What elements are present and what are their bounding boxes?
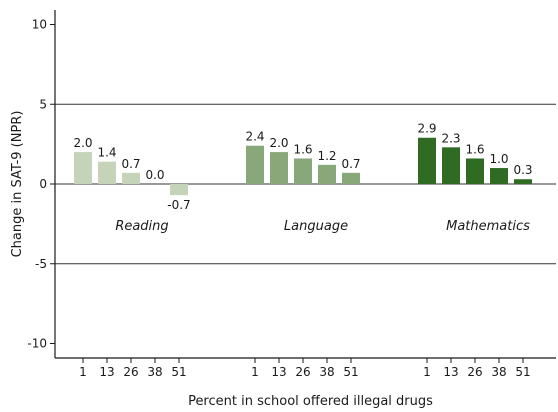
value-label-reading-1: 2.0 — [73, 136, 92, 150]
y-tick-label: -5 — [35, 257, 47, 271]
y-tick-label: 5 — [39, 97, 47, 111]
value-label-language-26: 1.6 — [293, 142, 312, 156]
x-tick-label: 51 — [171, 365, 186, 379]
bar-mathematics-38 — [490, 168, 508, 184]
bars — [74, 137, 532, 196]
bar-language-38 — [318, 164, 336, 184]
value-label-reading-38: 0.0 — [145, 168, 164, 182]
group-label-language: Language — [284, 219, 348, 234]
x-tick-label: 1 — [251, 365, 259, 379]
value-label-mathematics-26: 1.6 — [465, 142, 484, 156]
bar-reading-51 — [170, 184, 188, 196]
x-tick-label: 26 — [295, 365, 310, 379]
x-tick-label: 38 — [491, 365, 506, 379]
y-axis-title: Change in SAT-9 (NPR) — [10, 111, 25, 258]
x-tick-label: 1 — [423, 365, 431, 379]
y-tick-label: 0 — [39, 177, 47, 191]
x-tick-label: 13 — [99, 365, 114, 379]
bar-mathematics-51 — [514, 179, 532, 184]
value-label-mathematics-38: 1.0 — [489, 152, 508, 166]
value-label-language-38: 1.2 — [317, 149, 336, 163]
x-axis-title: Percent in school offered illegal drugs — [188, 394, 433, 409]
group-label-mathematics: Mathematics — [446, 219, 530, 234]
value-label-mathematics-13: 2.3 — [441, 131, 460, 145]
value-label-mathematics-1: 2.9 — [417, 122, 436, 136]
value-label-reading-51: -0.7 — [167, 198, 190, 212]
group-label-reading: Reading — [115, 219, 168, 234]
x-tick-label: 13 — [271, 365, 286, 379]
value-label-reading-26: 0.7 — [121, 157, 140, 171]
x-tick-label: 38 — [147, 365, 162, 379]
value-label-mathematics-51: 0.3 — [513, 163, 532, 177]
value-label-language-13: 2.0 — [269, 136, 288, 150]
y-tick-label: 10 — [32, 18, 47, 32]
bar-language-13 — [270, 152, 288, 184]
bar-reading-26 — [122, 172, 140, 184]
axes: 10 5 0 -5 -10 1 13 26 38 51 1 13 26 38 51 1 13 26 38 51 — [27, 10, 556, 379]
bar-language-51 — [342, 172, 360, 184]
x-tick-label: 26 — [467, 365, 482, 379]
x-tick-label: 1 — [79, 365, 87, 379]
bar-reading-13 — [98, 161, 116, 184]
x-tick-label: 13 — [443, 365, 458, 379]
value-label-language-51: 0.7 — [341, 157, 360, 171]
bar-mathematics-26 — [466, 158, 484, 184]
bar-mathematics-13 — [442, 147, 460, 184]
x-tick-label: 38 — [319, 365, 334, 379]
x-tick-label: 26 — [123, 365, 138, 379]
value-labels: 2.0 1.4 0.7 0.0 -0.7 Reading 2.4 2.0 1.6 1.2 0.7 La… — [73, 122, 532, 234]
value-label-reading-13: 1.4 — [97, 146, 116, 160]
y-tick-label: -10 — [27, 337, 47, 351]
bar-language-1 — [246, 145, 264, 184]
bar-reading-1 — [74, 152, 92, 184]
x-tick-label: 51 — [343, 365, 358, 379]
x-tick-label: 51 — [515, 365, 530, 379]
value-label-language-1: 2.4 — [245, 130, 264, 144]
bar-mathematics-1 — [418, 137, 436, 184]
bar-language-26 — [294, 158, 312, 184]
